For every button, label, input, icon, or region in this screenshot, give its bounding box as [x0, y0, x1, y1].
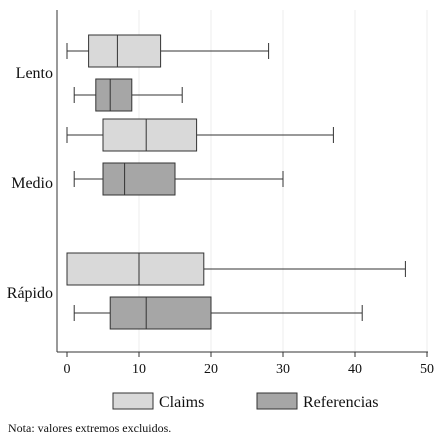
x-tick-label-20: 20 [204, 362, 218, 377]
box-claims-0-iqr [88, 34, 162, 68]
x-tick-label-40: 40 [348, 362, 362, 377]
box-claims-2-iqr [66, 252, 205, 286]
x-tick-label-10: 10 [132, 362, 146, 377]
category-label-2: Rápido [7, 285, 53, 302]
x-ticks: 0 10 20 30 40 50 [64, 352, 434, 377]
legend-label-referencias: Referencias [303, 394, 379, 411]
axes [56, 10, 428, 353]
x-tick-label-0: 0 [64, 362, 71, 377]
legend-swatch-claims [112, 392, 154, 410]
box-referencias-0-iqr [95, 78, 133, 112]
legend-swatch-referencias [256, 392, 298, 410]
category-labels: Lento Medio Rápido [7, 65, 53, 302]
category-label-0: Lento [16, 65, 53, 82]
x-tick-label-30: 30 [276, 362, 290, 377]
x-tick-label-50: 50 [420, 362, 434, 377]
legend-label-claims: Claims [159, 394, 204, 411]
category-label-1: Medio [11, 175, 53, 192]
boxes [66, 34, 406, 330]
chart-note: Nota: valores extremos excluidos. [8, 421, 171, 435]
box-claims-1-iqr [102, 118, 198, 152]
box-referencias-2-iqr [109, 296, 212, 330]
legend: Claims Referencias [112, 392, 379, 411]
box-referencias-1-iqr [102, 162, 176, 196]
